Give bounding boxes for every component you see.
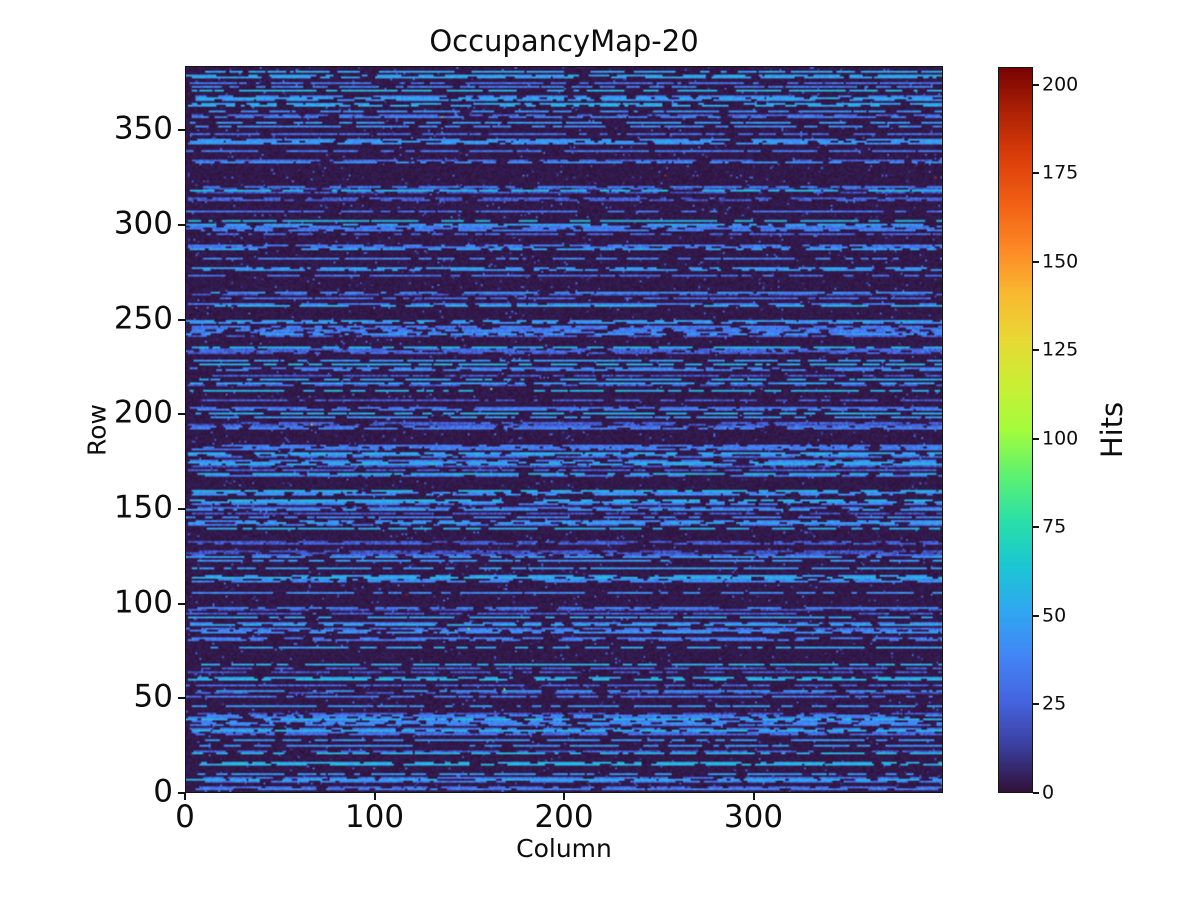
colorbar: [998, 67, 1033, 793]
colorbar-tick-mark: [1033, 349, 1039, 352]
y-tick-mark: [178, 697, 185, 700]
colorbar-tick-label: 100: [1042, 427, 1079, 450]
y-tick-label: 300: [113, 205, 173, 242]
colorbar-canvas: [999, 68, 1032, 792]
x-tick-label: 300: [723, 799, 784, 835]
colorbar-tick-label: 25: [1042, 693, 1067, 716]
y-tick-label: 150: [113, 489, 173, 526]
colorbar-tick-mark: [1033, 614, 1039, 617]
colorbar-tick-mark: [1033, 260, 1039, 263]
y-tick-mark: [178, 318, 185, 321]
y-tick-mark: [178, 224, 185, 227]
chart-title: OccupancyMap-20: [429, 24, 699, 58]
x-tick-label: 0: [175, 799, 195, 835]
y-tick-mark: [178, 792, 185, 794]
y-tick-label: 100: [113, 584, 173, 621]
y-tick-mark: [178, 129, 185, 132]
colorbar-tick-mark: [1033, 792, 1039, 794]
colorbar-tick-label: 200: [1042, 73, 1079, 96]
x-tick-label: 200: [534, 799, 594, 835]
colorbar-tick-mark: [1033, 526, 1039, 529]
x-tick-mark: [373, 793, 376, 800]
colorbar-tick-mark: [1033, 437, 1039, 440]
colorbar-tick-label: 125: [1042, 338, 1079, 361]
y-tick-mark: [178, 602, 185, 605]
y-tick-mark: [178, 413, 185, 416]
colorbar-tick-label: 0: [1042, 781, 1055, 804]
colorbar-tick-mark: [1033, 703, 1039, 706]
y-tick-label: 350: [113, 110, 173, 147]
colorbar-label-text: Hits: [1095, 401, 1129, 459]
y-tick-label: 250: [113, 300, 173, 337]
colorbar-tick-mark: [1033, 83, 1039, 86]
y-tick-mark: [178, 508, 185, 511]
heatmap-plot-area: [185, 66, 943, 793]
x-tick-mark: [184, 793, 186, 800]
x-tick-mark: [752, 793, 755, 800]
x-tick-label: 100: [344, 799, 405, 835]
x-axis-label: Column: [516, 834, 612, 863]
colorbar-tick-label: 175: [1042, 161, 1079, 184]
colorbar-tick-label: 50: [1042, 604, 1067, 627]
colorbar-tick-mark: [1033, 172, 1039, 175]
colorbar-tick-label: 150: [1042, 250, 1079, 273]
y-tick-label: 200: [113, 394, 173, 431]
y-tick-label: 50: [133, 678, 173, 715]
y-tick-label: 0: [153, 773, 173, 810]
colorbar-tick-label: 75: [1042, 515, 1067, 538]
x-tick-mark: [563, 793, 565, 800]
heatmap-canvas: [186, 67, 942, 792]
